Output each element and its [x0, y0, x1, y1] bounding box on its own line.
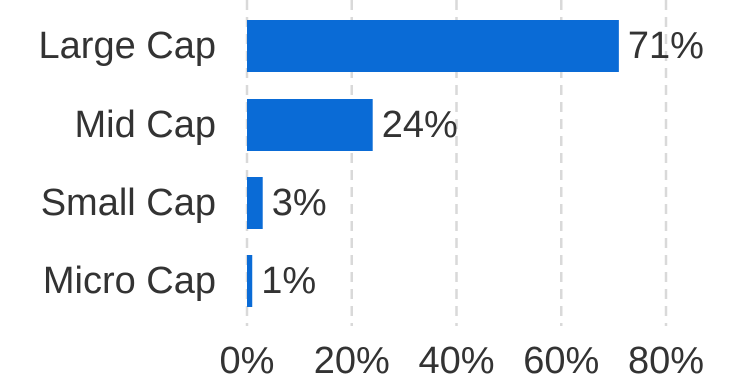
- value-label-2: 3%: [272, 182, 327, 224]
- x-axis-tick-labels: 0% 20% 40% 60% 80%: [220, 340, 704, 382]
- category-label-0: Large Cap: [39, 25, 216, 67]
- bar-3: [247, 255, 253, 307]
- category-label-1: Mid Cap: [75, 104, 217, 146]
- value-label-0: 71%: [628, 25, 704, 67]
- x-tick-label-1: 20%: [314, 340, 390, 382]
- value-label-1: 24%: [382, 104, 458, 146]
- value-labels: 71% 24% 3% 1%: [261, 25, 704, 302]
- x-tick-label-0: 0%: [220, 340, 275, 382]
- x-tick-label-4: 80%: [628, 340, 704, 382]
- x-tick-label-3: 60%: [523, 340, 599, 382]
- bars: [247, 20, 619, 307]
- bar-2: [247, 177, 263, 229]
- category-label-2: Small Cap: [41, 182, 216, 224]
- category-label-3: Micro Cap: [43, 260, 216, 302]
- x-tick-label-2: 40%: [418, 340, 494, 382]
- category-labels: Large Cap Mid Cap Small Cap Micro Cap: [39, 25, 216, 302]
- value-label-3: 1%: [261, 260, 316, 302]
- bar-1: [247, 99, 373, 151]
- bar-0: [247, 20, 619, 72]
